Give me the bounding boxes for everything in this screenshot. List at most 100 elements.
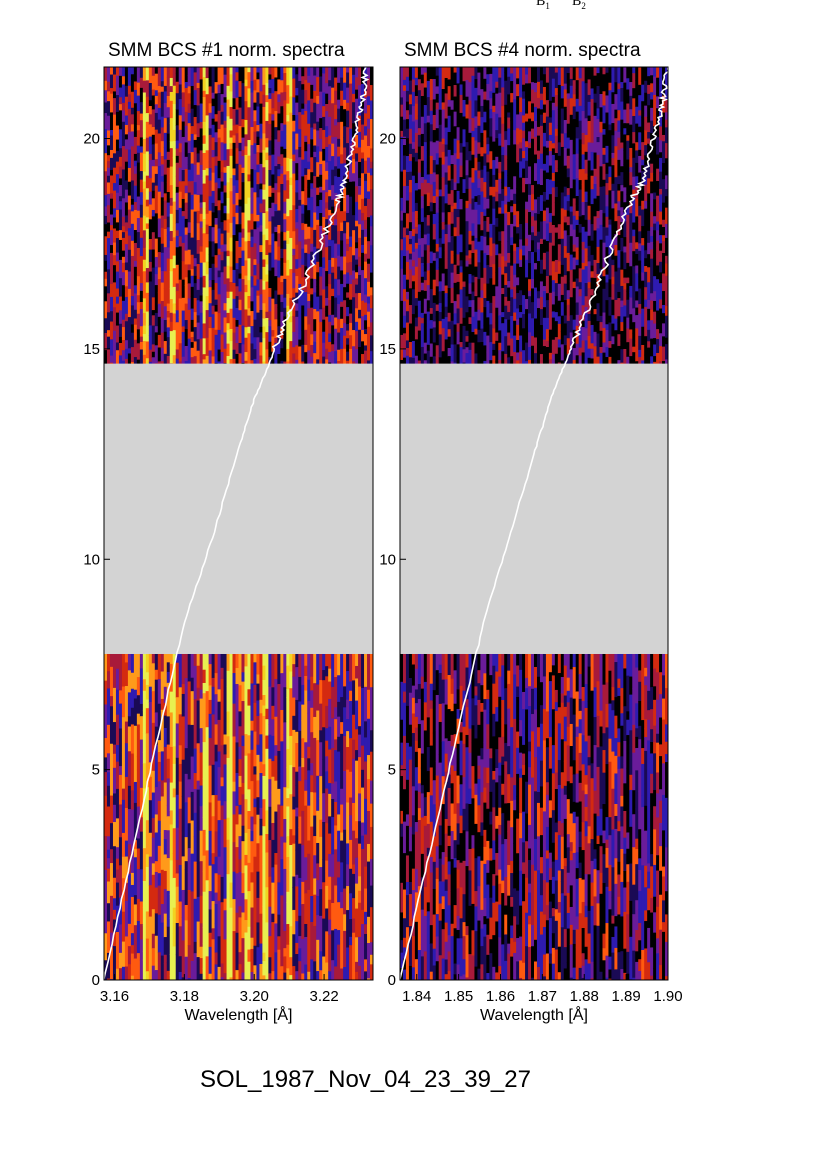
spectra-cell [516, 665, 520, 688]
spectra-cell [429, 795, 434, 823]
spectra-cell [352, 189, 356, 209]
spectra-cell [334, 198, 338, 207]
spectra-cell [408, 851, 413, 883]
spectra-cell [450, 765, 455, 784]
spectra-cell [528, 784, 532, 805]
spectra-cell [169, 331, 174, 347]
spectra-cell [295, 667, 299, 701]
spectra-cell [250, 326, 255, 345]
spectra-cell [587, 843, 592, 875]
spectra-cell [241, 873, 246, 894]
spectra-cell [133, 309, 138, 319]
spectra-cell [286, 788, 290, 799]
spectra-cell [106, 155, 111, 162]
spectra-cell [295, 921, 299, 944]
spectra-cell [256, 67, 261, 74]
spectra-cell [226, 250, 231, 257]
spectra-cell [142, 230, 147, 249]
spectra-cell [190, 791, 195, 822]
spectra-cell [307, 131, 311, 145]
spectra-cell [241, 681, 246, 702]
spectra-cell [187, 890, 192, 919]
spectra-cell [328, 189, 332, 197]
spectra-cell [163, 653, 168, 688]
spectra-cell [319, 309, 323, 323]
spectra-cell [286, 968, 290, 980]
spectra-cell [265, 956, 269, 980]
spectra-cell [223, 910, 228, 940]
spectra-cell [181, 297, 186, 312]
spectra-cell [220, 83, 225, 95]
spectra-cell [545, 882, 550, 906]
spectra-cell [211, 137, 216, 151]
spectra-cell [241, 794, 246, 827]
spectra-cell [277, 224, 281, 234]
spectra-cell [104, 113, 108, 130]
spectra-cell [142, 341, 147, 356]
spectra-cell [608, 653, 613, 672]
spectra-cell [331, 747, 335, 784]
spectra-cell [202, 742, 207, 779]
spectra-cell [307, 805, 311, 841]
spectra-cell [492, 770, 496, 781]
spectra-cell [653, 806, 657, 815]
spectra-cell [265, 294, 269, 307]
spectra-cell [307, 82, 311, 101]
spectra-cell [629, 774, 633, 791]
spectra-cell [536, 727, 541, 748]
spectra-cell [304, 103, 308, 112]
spectra-cell [253, 684, 258, 704]
spectra-cell [602, 843, 607, 855]
spectra-cell [244, 220, 249, 228]
spectra-cell [605, 764, 610, 780]
spectra-cell [205, 691, 210, 728]
spectra-cell [223, 868, 228, 900]
spectra-cell [367, 105, 371, 120]
spectra-cell [136, 677, 141, 696]
spectra-cell [539, 873, 544, 896]
spectra-cell [352, 67, 356, 76]
spectra-cell [250, 653, 255, 684]
spectra-cell [563, 794, 568, 820]
spectra-cell [274, 147, 278, 167]
spectra-cell [256, 754, 261, 781]
spectra-cell [112, 687, 117, 723]
spectra-cell [560, 823, 565, 838]
spectra-cell [623, 887, 627, 913]
spectra-cell [361, 924, 365, 962]
spectra-cell [313, 123, 317, 130]
spectra-cell [169, 954, 174, 976]
spectra-cell [112, 288, 117, 301]
spectra-cell [244, 865, 249, 900]
spectra-cell [130, 332, 135, 348]
spectra-cell [202, 97, 207, 116]
spectra-cell [301, 89, 305, 105]
spectra-cell [115, 230, 120, 239]
spectra-cell [226, 232, 231, 252]
spectra-cell [154, 296, 159, 314]
spectra-cell [253, 731, 258, 767]
spectra-cell [214, 299, 219, 306]
spectra-cell [444, 922, 449, 943]
spectra-cell [118, 184, 123, 197]
spectra-cell [262, 850, 266, 865]
spectra-cell [349, 322, 353, 336]
spectra-cell [453, 963, 458, 975]
spectra-cell [280, 92, 284, 107]
spectra-cell [250, 247, 255, 265]
spectra-cell [217, 767, 222, 802]
spectra-cell [539, 770, 544, 787]
spectra-cell [563, 695, 568, 708]
spectra-cell [316, 775, 320, 812]
spectra-cell [358, 726, 362, 736]
spectra-cell [130, 872, 135, 886]
spectra-cell [325, 908, 329, 932]
spectra-cell [157, 347, 162, 362]
spectra-cell [223, 67, 228, 76]
spectra-cell [133, 802, 138, 821]
spectra-cell [199, 785, 204, 807]
spectra-cell [202, 927, 207, 945]
spectra-cell [298, 157, 302, 175]
spectra-cell [208, 261, 213, 269]
spectra-cell [109, 947, 114, 980]
